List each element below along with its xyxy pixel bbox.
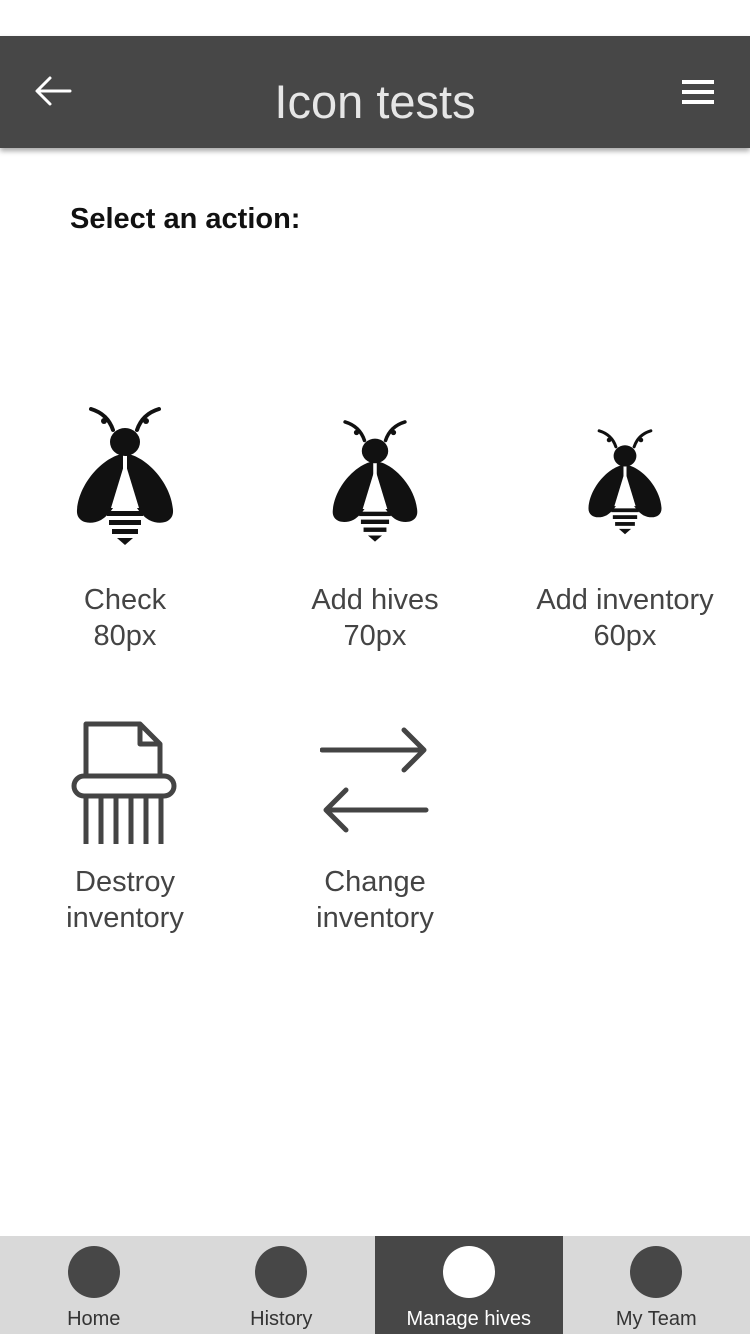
action-add-hives[interactable]: Add hives 70px	[250, 400, 500, 660]
page-title: Icon tests	[274, 75, 476, 128]
manage-hives-icon	[442, 1246, 495, 1298]
bee-icon	[332, 420, 418, 542]
home-icon	[67, 1246, 120, 1298]
action-label-check: Check 80px	[0, 582, 250, 654]
action-label-destroy-inventory: Destroy inventory	[0, 864, 250, 936]
nav-label-home: Home	[67, 1308, 121, 1330]
action-change-inventory[interactable]: Change inventory	[250, 716, 500, 946]
action-label-line1: Change	[324, 866, 426, 898]
paper-shredder-icon	[71, 721, 177, 844]
action-label-change-inventory: Change inventory	[250, 864, 500, 936]
back-button[interactable]	[30, 71, 82, 111]
action-label-line2: 60px	[593, 620, 657, 652]
my-team-icon	[630, 1246, 683, 1298]
action-label-add-inventory: Add inventory 60px	[500, 582, 750, 654]
action-prompt: Select an action:	[70, 203, 301, 235]
nav-label-history: History	[250, 1308, 313, 1330]
action-label-line1: Destroy	[75, 866, 175, 898]
action-label-line2: inventory	[66, 902, 184, 934]
action-label-line1: Add hives	[311, 584, 439, 616]
nav-label-manage-hives: Manage hives	[406, 1308, 532, 1330]
swap-arrows-icon	[320, 727, 429, 833]
bee-icon	[588, 429, 662, 535]
action-label-line1: Check	[83, 584, 167, 616]
nav-item-home[interactable]: Home	[0, 1236, 188, 1334]
nav-item-history[interactable]: History	[188, 1236, 376, 1334]
nav-item-manage-hives[interactable]: Manage hives	[375, 1236, 563, 1334]
action-label-line1: Add inventory	[536, 584, 714, 616]
status-bar	[0, 0, 750, 36]
menu-button[interactable]	[676, 74, 720, 110]
action-check[interactable]: Check 80px	[0, 400, 250, 660]
action-label-add-hives: Add hives 70px	[250, 582, 500, 654]
action-label-line2: 70px	[343, 620, 407, 652]
action-label-line2: inventory	[316, 902, 434, 934]
hamburger-menu-icon	[682, 80, 714, 104]
nav-label-my-team: My Team	[615, 1308, 697, 1330]
action-destroy-inventory[interactable]: Destroy inventory	[0, 716, 250, 946]
app-bar: Icon tests	[0, 36, 750, 148]
arrow-left-icon	[35, 76, 72, 106]
history-icon	[255, 1246, 308, 1298]
bottom-nav: Home History Manage hives My Team	[0, 1236, 750, 1334]
bee-icon	[76, 407, 174, 545]
action-add-inventory[interactable]: Add inventory 60px	[500, 400, 750, 660]
nav-item-my-team[interactable]: My Team	[563, 1236, 750, 1334]
action-label-line2: 80px	[93, 620, 157, 652]
